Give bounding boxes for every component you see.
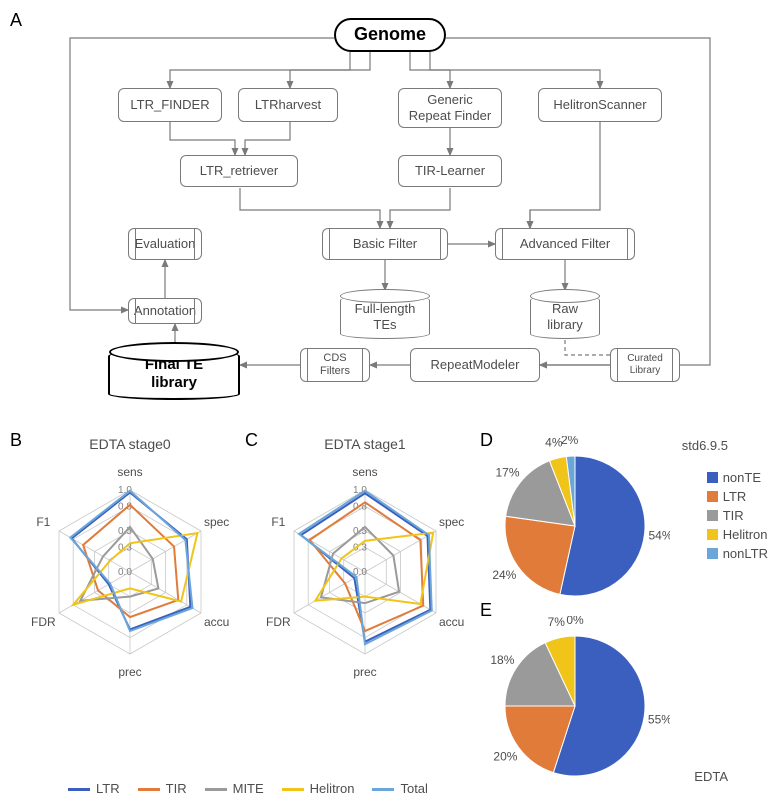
radar-title-stage0: EDTA stage0 xyxy=(20,436,240,452)
svg-text:20%: 20% xyxy=(493,750,517,764)
node-repeatmodeler: RepeatModeler xyxy=(410,348,540,382)
svg-text:sens: sens xyxy=(117,465,142,479)
svg-text:18%: 18% xyxy=(490,653,514,667)
figure: A xyxy=(10,10,768,796)
radar-stage1: EDTA stage1 sensspecaccuprecFDRF11.00.80… xyxy=(255,436,475,696)
node-final-te-library: Final TElibrary xyxy=(108,350,240,400)
radar-stage0: EDTA stage0 sensspecaccuprecFDRF11.00.80… xyxy=(20,436,240,696)
node-tir-learner: TIR-Learner xyxy=(398,155,502,187)
svg-text:55%: 55% xyxy=(648,712,670,726)
svg-text:2%: 2% xyxy=(561,436,579,447)
node-ltr-retriever: LTR_retriever xyxy=(180,155,298,187)
pie-legend: nonTELTRTIRHelitronnonLTR xyxy=(707,466,768,565)
svg-text:17%: 17% xyxy=(496,466,520,480)
pie-svg-d: 54%24%17%4%2% xyxy=(480,436,670,606)
panel-bc: EDTA stage0 sensspecaccuprecFDRF11.00.80… xyxy=(10,436,480,796)
svg-text:7%: 7% xyxy=(548,616,566,629)
svg-text:0.8: 0.8 xyxy=(118,501,132,512)
svg-text:F1: F1 xyxy=(36,515,50,529)
node-full-length-tes: Full-lengthTEs xyxy=(340,295,430,339)
svg-text:prec: prec xyxy=(118,665,141,679)
node-evaluation: Evaluation xyxy=(128,228,202,260)
svg-text:F1: F1 xyxy=(271,515,285,529)
svg-text:prec: prec xyxy=(353,665,376,679)
node-cds-filters: CDSFilters xyxy=(300,348,370,382)
node-raw-library: Rawlibrary xyxy=(530,295,600,339)
node-grf: GenericRepeat Finder xyxy=(398,88,502,128)
pie-block-e: 55% 20% 18% 7%0% EDTA xyxy=(480,616,768,786)
node-ltr-harvest: LTRharvest xyxy=(238,88,338,122)
svg-text:FDR: FDR xyxy=(266,615,291,629)
node-basic-filter: Basic Filter xyxy=(322,228,448,260)
node-advanced-filter: Advanced Filter xyxy=(495,228,635,260)
node-annotation: Annotation xyxy=(128,298,202,324)
pie-block-d: std6.9.5 54%24%17%4%2% nonTELTRTIRHelitr… xyxy=(480,436,768,606)
svg-text:spec: spec xyxy=(204,515,229,529)
pie-caption-d: std6.9.5 xyxy=(682,438,728,453)
svg-text:54%: 54% xyxy=(648,528,670,542)
svg-text:sens: sens xyxy=(352,465,377,479)
svg-text:0%: 0% xyxy=(566,616,584,627)
radar-title-stage1: EDTA stage1 xyxy=(255,436,475,452)
node-helitron-scanner: HelitronScanner xyxy=(538,88,662,122)
node-curated-library: CuratedLibrary xyxy=(610,348,680,382)
radar-svg-stage0: sensspecaccuprecFDRF11.00.80.50.30.0 xyxy=(20,454,240,684)
svg-text:FDR: FDR xyxy=(31,615,56,629)
node-genome: Genome xyxy=(334,18,446,52)
svg-text:accu: accu xyxy=(439,615,464,629)
pie-caption-e: EDTA xyxy=(694,769,728,784)
node-ltr-finder: LTR_FINDER xyxy=(118,88,222,122)
panel-a-flowchart: Genome LTR_FINDER LTRharvest GenericRepe… xyxy=(10,10,768,430)
svg-text:24%: 24% xyxy=(492,568,516,582)
svg-text:spec: spec xyxy=(439,515,464,529)
panel-de: std6.9.5 54%24%17%4%2% nonTELTRTIRHelitr… xyxy=(480,436,768,796)
svg-text:0.0: 0.0 xyxy=(118,567,132,578)
radar-svg-stage1: sensspecaccuprecFDRF11.00.80.50.30.0 xyxy=(255,454,475,684)
radar-legend: LTRTIRMITEHelitronTotal xyxy=(10,781,480,796)
svg-text:accu: accu xyxy=(204,615,229,629)
pie-svg-e: 55% 20% 18% 7%0% xyxy=(480,616,670,786)
